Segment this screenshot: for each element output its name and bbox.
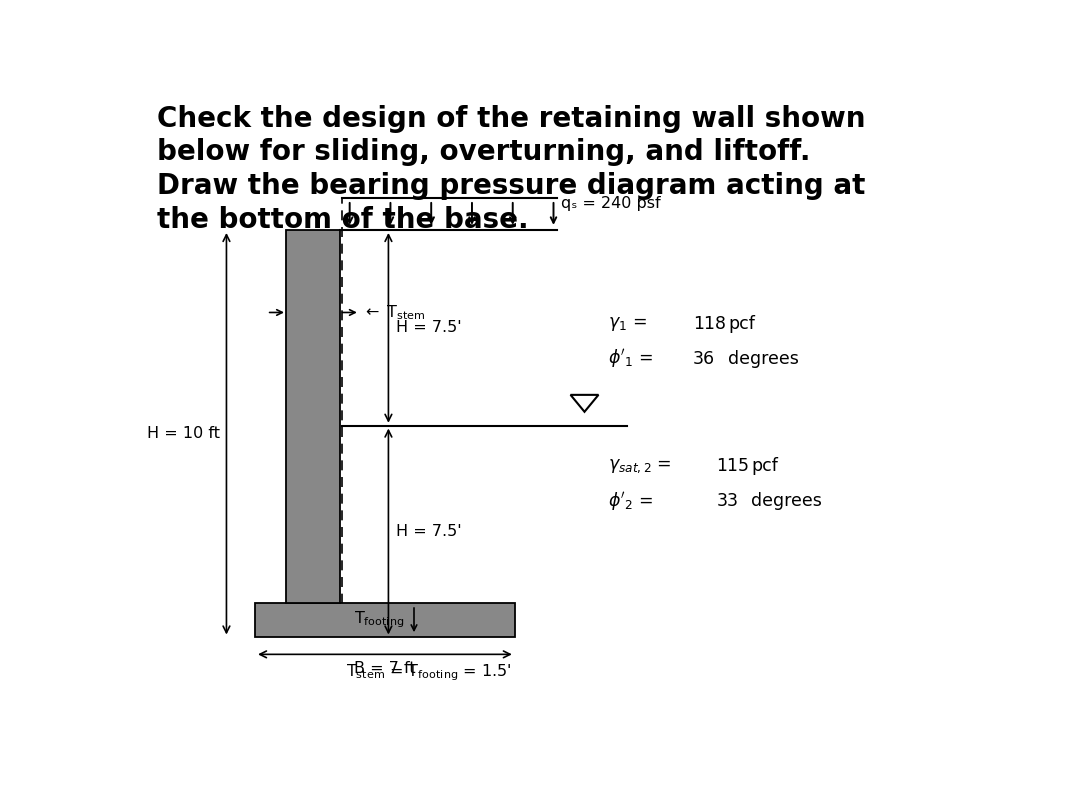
Text: B = 7 ft: B = 7 ft [354, 660, 416, 675]
Text: 33: 33 [716, 492, 739, 510]
Text: $\gamma_{sat,2}$ =: $\gamma_{sat,2}$ = [608, 458, 672, 475]
Text: below for sliding, overturning, and liftoff.: below for sliding, overturning, and lift… [157, 139, 810, 166]
Text: Check the design of the retaining wall shown: Check the design of the retaining wall s… [157, 105, 865, 132]
Text: $\gamma_1$ =: $\gamma_1$ = [608, 315, 647, 333]
Text: H = 7.5': H = 7.5' [396, 524, 462, 539]
Text: 115: 115 [716, 458, 750, 475]
Bar [286, 230, 340, 603]
Text: $\leftarrow$ T$_{\rm stem}$: $\leftarrow$ T$_{\rm stem}$ [362, 303, 426, 322]
Text: T$_{\rm stem}$ = T$_{\rm footing}$ = 1.5': T$_{\rm stem}$ = T$_{\rm footing}$ = 1.5… [346, 662, 512, 682]
Text: H = 10 ft: H = 10 ft [147, 426, 220, 441]
Text: 118: 118 [693, 315, 726, 333]
Text: H = 7.5': H = 7.5' [396, 321, 462, 336]
Text: qₛ = 240 psf: qₛ = 240 psf [562, 196, 661, 211]
Text: degrees: degrees [728, 350, 799, 368]
Text: pcf: pcf [728, 315, 755, 333]
Text: pcf: pcf [751, 458, 778, 475]
Text: T$_{\rm footing}$: T$_{\rm footing}$ [354, 610, 405, 630]
Text: $\phi'_2$ =: $\phi'_2$ = [608, 489, 653, 513]
Bar [255, 603, 515, 637]
Text: $\phi'_1$ =: $\phi'_1$ = [608, 348, 653, 370]
Text: 36: 36 [693, 350, 715, 368]
Text: Draw the bearing pressure diagram acting at: Draw the bearing pressure diagram acting… [157, 173, 865, 200]
Text: degrees: degrees [751, 492, 822, 510]
Text: the bottom of the base.: the bottom of the base. [157, 206, 528, 234]
